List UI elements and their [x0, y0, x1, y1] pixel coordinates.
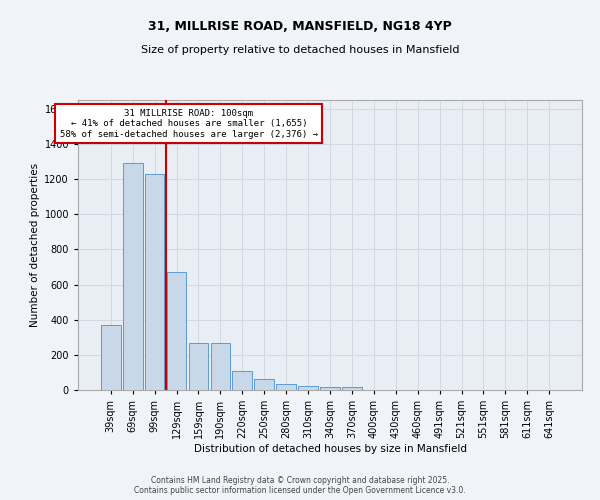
Y-axis label: Number of detached properties: Number of detached properties: [30, 163, 40, 327]
Text: 31, MILLRISE ROAD, MANSFIELD, NG18 4YP: 31, MILLRISE ROAD, MANSFIELD, NG18 4YP: [148, 20, 452, 33]
Bar: [342, 388, 362, 390]
Bar: [211, 344, 230, 390]
Bar: [167, 272, 187, 390]
X-axis label: Distribution of detached houses by size in Mansfield: Distribution of detached houses by size …: [193, 444, 467, 454]
Bar: [254, 378, 274, 390]
Bar: [320, 387, 340, 390]
Text: Contains HM Land Registry data © Crown copyright and database right 2025.
Contai: Contains HM Land Registry data © Crown c…: [134, 476, 466, 495]
Bar: [145, 174, 164, 390]
Bar: [123, 164, 143, 390]
Text: Size of property relative to detached houses in Mansfield: Size of property relative to detached ho…: [141, 45, 459, 55]
Text: 31 MILLRISE ROAD: 100sqm
← 41% of detached houses are smaller (1,655)
58% of sem: 31 MILLRISE ROAD: 100sqm ← 41% of detach…: [60, 108, 318, 138]
Bar: [276, 384, 296, 390]
Bar: [101, 325, 121, 390]
Bar: [188, 344, 208, 390]
Bar: [298, 386, 318, 390]
Bar: [232, 370, 252, 390]
